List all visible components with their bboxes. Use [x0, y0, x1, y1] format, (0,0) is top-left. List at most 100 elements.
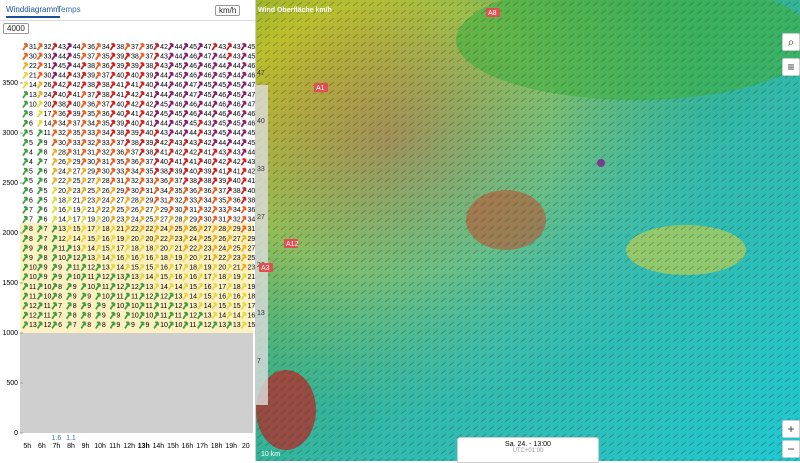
- wind-value: 43: [218, 149, 226, 156]
- wind-arrow: [197, 100, 203, 109]
- wind-arrow: [80, 62, 87, 70]
- wind-arrow: [65, 273, 72, 281]
- wind-value: 45: [218, 121, 226, 128]
- wind-value: 41: [73, 92, 81, 99]
- wind-value: 9: [87, 293, 91, 300]
- wind-value: 25: [116, 207, 124, 214]
- search-button[interactable]: ⌕: [782, 33, 800, 51]
- wind-value: 44: [218, 53, 226, 60]
- wind-value: 14: [102, 255, 110, 262]
- wind-value: 9: [131, 322, 135, 329]
- wind-arrow: [153, 119, 159, 128]
- wind-value: 34: [131, 169, 139, 176]
- wind-value: 14: [146, 274, 154, 281]
- wind-arrow: [22, 263, 28, 272]
- wind-arrow: [138, 283, 145, 291]
- wind-value: 11: [87, 274, 94, 281]
- wind-arrow: [109, 311, 116, 320]
- wind-value: 43: [204, 121, 212, 128]
- unit-select[interactable]: km/h: [215, 5, 241, 16]
- wind-value: 15: [247, 322, 255, 329]
- wind-arrow: [36, 302, 43, 310]
- wind-value: 31: [160, 197, 168, 204]
- wind-value: 15: [73, 226, 81, 233]
- wind-arrow: [226, 167, 232, 176]
- wind-value: 42: [146, 101, 154, 108]
- wind-value: 41: [131, 111, 139, 118]
- wind-arrow: [182, 110, 189, 118]
- wind-value: 26: [189, 226, 197, 233]
- wind-arrow: [22, 148, 28, 157]
- wind-value: 41: [116, 82, 124, 89]
- wind-value: 35: [102, 53, 110, 60]
- wind-value: 20: [131, 236, 139, 243]
- wind-arrow: [211, 71, 218, 80]
- wind-arrow: [109, 273, 116, 281]
- altitude-select[interactable]: 4000: [3, 23, 29, 34]
- wind-value: 16: [189, 274, 197, 281]
- tab[interactable]: Winddiagramm: [6, 5, 60, 18]
- wind-value: 9: [116, 322, 120, 329]
- wind-value: 45: [160, 101, 168, 108]
- time-control[interactable]: Sa. 24. - 13:00 UTC+01:00: [457, 437, 599, 463]
- wind-value: 24: [131, 217, 139, 224]
- wind-arrow: [211, 215, 218, 224]
- wind-arrow: [65, 187, 72, 195]
- wind-arrow: [167, 311, 174, 320]
- wind-value: 34: [102, 44, 110, 51]
- wind-arrow: [51, 81, 58, 89]
- wind-value: 8: [29, 111, 33, 118]
- wind-value: 6: [44, 169, 48, 176]
- y-tick-label: 3000: [2, 130, 18, 137]
- wind-arrow: [197, 302, 203, 310]
- wind-value: 36: [87, 101, 95, 108]
- wind-value: 10: [131, 303, 139, 310]
- x-tick-label: 6h: [38, 443, 46, 450]
- wind-value: 34: [233, 207, 241, 214]
- zoom-in[interactable]: +: [782, 420, 800, 438]
- wind-value: 38: [87, 82, 95, 89]
- wind-value: 8: [102, 322, 106, 329]
- wind-arrow: [167, 139, 174, 147]
- wind-value: 18: [189, 265, 197, 272]
- wind-value: 8: [29, 226, 33, 233]
- wind-arrow: [153, 71, 159, 80]
- road-label: A1: [316, 85, 325, 92]
- wind-arrow: [124, 177, 130, 185]
- wind-arrow: [36, 81, 43, 89]
- wind-arrow: [138, 177, 145, 185]
- wind-value: 45: [175, 111, 183, 118]
- settings-button[interactable]: ≡: [782, 58, 800, 76]
- wind-value: 10: [116, 303, 124, 310]
- wind-value: 21: [87, 207, 95, 214]
- road-label: A8: [488, 10, 497, 17]
- wind-arrow: [95, 196, 101, 205]
- wind-value: 16: [218, 293, 226, 300]
- x-tick-label: 20: [242, 443, 250, 450]
- wind-arrow: [167, 91, 174, 99]
- zoom-out[interactable]: −: [782, 440, 800, 458]
- wind-arrow: [226, 139, 232, 147]
- wind-arrow: [167, 71, 174, 80]
- wind-value: 12: [29, 313, 37, 320]
- wind-arrow: [36, 148, 43, 157]
- wind-arrow: [109, 100, 116, 109]
- wind-value: 46: [247, 73, 255, 80]
- location-pin[interactable]: [597, 159, 605, 167]
- wind-arrow: [109, 283, 116, 291]
- wind-value: 46: [189, 63, 197, 70]
- wind-value: 16: [58, 207, 66, 214]
- wind-value: 31: [102, 159, 110, 166]
- wind-value: 46: [189, 101, 197, 108]
- wind-value: 14: [204, 303, 212, 310]
- wind-value: 23: [116, 217, 124, 224]
- wind-value: 4: [29, 159, 33, 166]
- wind-arrow: [22, 158, 28, 166]
- wind-value: 38: [131, 140, 139, 147]
- wind-arrow: [153, 139, 159, 147]
- wind-arrow: [22, 311, 28, 320]
- wind-arrow: [51, 196, 58, 205]
- wind-value: 45: [247, 140, 255, 147]
- tab[interactable]: Temps: [57, 5, 81, 14]
- legend-tick: 13: [257, 310, 265, 317]
